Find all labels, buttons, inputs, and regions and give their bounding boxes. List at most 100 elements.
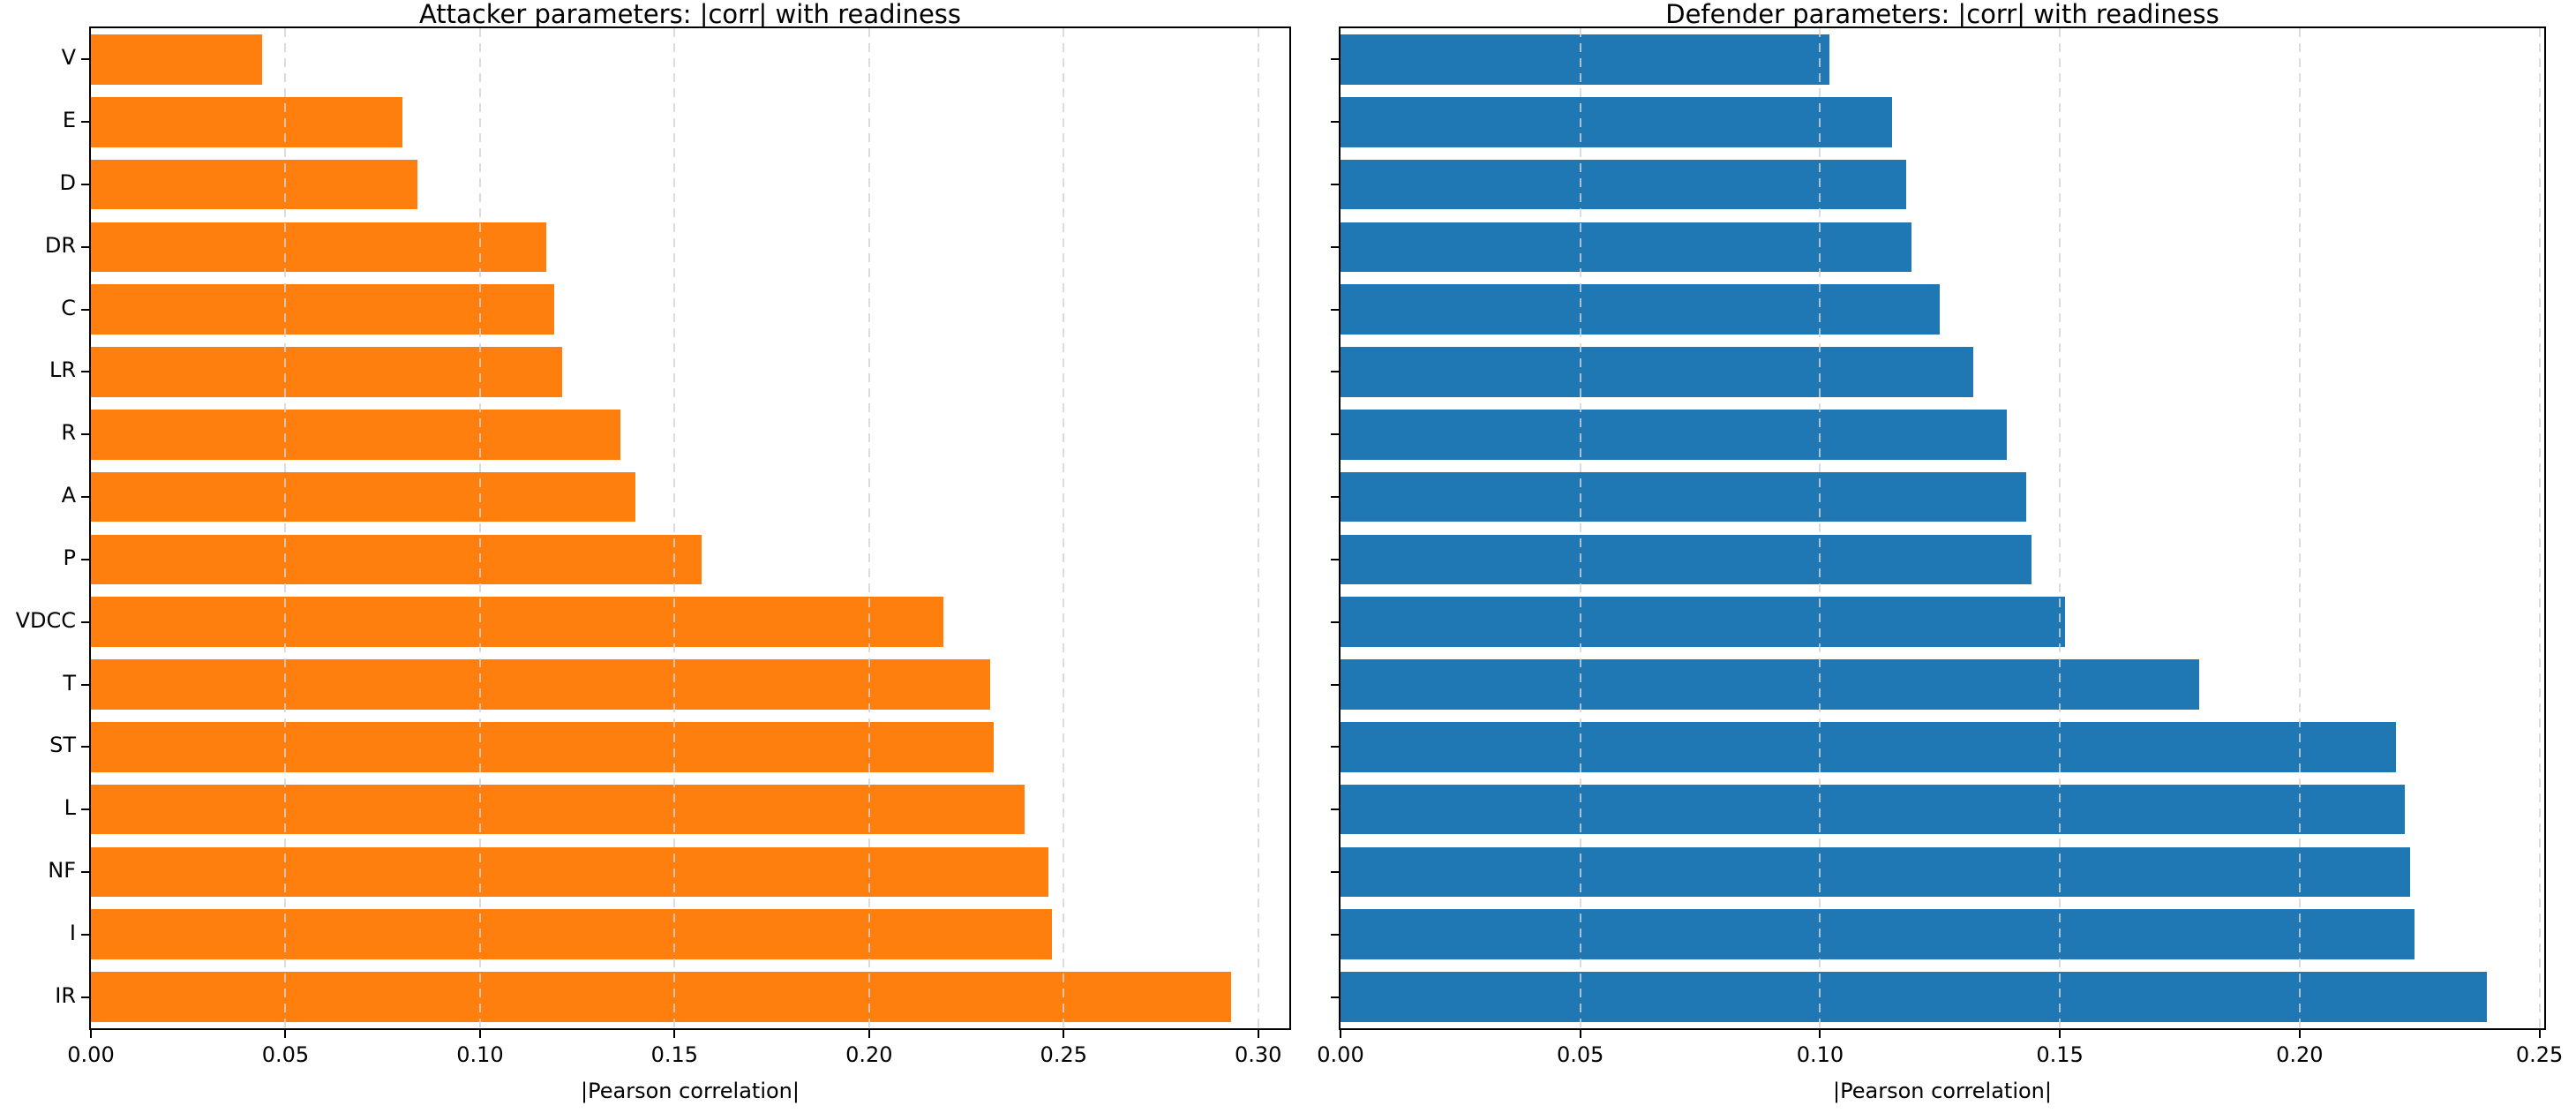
y-tick-row-12 — [1331, 746, 1339, 748]
x-tick-0.05 — [1579, 1030, 1581, 1038]
bar-row-10 — [1341, 597, 2065, 648]
bar-C — [91, 284, 554, 335]
x-tick-0.10 — [478, 1030, 481, 1038]
x-tick-label-0.05: 0.05 — [1556, 1042, 1604, 1067]
y-tick-P — [81, 558, 89, 560]
x-tick-label-0.30: 0.30 — [1235, 1042, 1282, 1067]
y-tick-row-6 — [1331, 371, 1339, 373]
gridline-0.20 — [867, 28, 870, 1028]
x-tick-0.20 — [867, 1030, 870, 1038]
gridline-0.25 — [1063, 28, 1065, 1028]
bar-row-1 — [1341, 34, 1830, 85]
y-tick-row-16 — [1331, 996, 1339, 998]
x-tick-label-0.10: 0.10 — [1796, 1042, 1844, 1067]
y-tick-V — [81, 58, 89, 61]
bar-row-11 — [1341, 659, 2199, 710]
x-tick-0.25 — [2538, 1030, 2541, 1038]
bar-VDCC — [91, 597, 943, 648]
y-tick-row-3 — [1331, 184, 1339, 186]
x-tick-0.00 — [1340, 1030, 1341, 1038]
y-tick-label-IR: IR — [55, 982, 76, 1008]
bar-row-6 — [1341, 347, 1974, 397]
x-tick-label-0.00: 0.00 — [67, 1042, 115, 1067]
y-tick-row-14 — [1331, 870, 1339, 873]
bar-row-16 — [1341, 972, 2487, 1022]
y-tick-label-L: L — [64, 795, 76, 821]
y-tick-row-5 — [1331, 308, 1339, 311]
bar-row-9 — [1341, 534, 2032, 585]
bar-NF — [91, 846, 1048, 898]
attacker-chart-title: Attacker parameters: |corr| with readine… — [418, 0, 962, 29]
gridline-0.30 — [1257, 28, 1259, 1028]
x-tick-label-0.25: 0.25 — [2515, 1042, 2564, 1067]
y-tick-NF — [81, 870, 89, 873]
bar-E — [91, 96, 402, 147]
y-tick-label-T: T — [63, 670, 76, 696]
bar-ST — [91, 722, 994, 772]
y-tick-row-15 — [1331, 933, 1339, 936]
y-tick-A — [81, 496, 89, 499]
bar-IR — [91, 972, 1231, 1022]
bar-row-14 — [1341, 846, 2410, 898]
y-tick-row-9 — [1331, 558, 1339, 560]
y-tick-label-DR: DR — [44, 232, 76, 258]
x-tick-label-0.20: 0.20 — [845, 1042, 893, 1067]
y-tick-R — [81, 433, 89, 436]
y-tick-L — [81, 808, 89, 811]
y-tick-label-LR: LR — [49, 357, 76, 383]
bar-T — [91, 659, 990, 710]
x-tick-0.00 — [90, 1030, 92, 1038]
x-tick-0.25 — [1063, 1030, 1065, 1038]
defender-plot-area — [1339, 26, 2546, 1030]
gridline-0.10 — [478, 28, 481, 1028]
y-tick-D — [81, 184, 89, 186]
bar-V — [91, 34, 262, 85]
gridline-0.10 — [1819, 28, 1821, 1028]
x-tick-label-0.10: 0.10 — [456, 1042, 504, 1067]
y-tick-label-NF: NF — [48, 857, 76, 883]
bar-row-15 — [1341, 909, 2415, 960]
x-tick-0.30 — [1257, 1030, 1259, 1038]
attacker-plot-area — [89, 26, 1291, 1030]
gridline-0.20 — [2298, 28, 2301, 1028]
bar-row-5 — [1341, 284, 1941, 335]
bar-row-4 — [1341, 222, 1911, 273]
attacker-x-axis-label: |Pearson correlation| — [581, 1079, 800, 1103]
y-tick-label-D: D — [59, 170, 76, 196]
y-tick-label-VDCC: VDCC — [15, 607, 76, 633]
x-tick-label-0.25: 0.25 — [1040, 1042, 1087, 1067]
y-tick-E — [81, 121, 89, 124]
y-tick-C — [81, 308, 89, 311]
x-tick-0.15 — [673, 1030, 676, 1038]
bar-row-3 — [1341, 159, 1907, 210]
defender-x-axis-label: |Pearson correlation| — [1833, 1079, 2052, 1103]
x-tick-label-0.15: 0.15 — [650, 1042, 699, 1067]
bar-R — [91, 409, 620, 460]
bar-row-2 — [1341, 96, 1892, 147]
y-tick-row-13 — [1331, 808, 1339, 811]
gridline-0.05 — [284, 28, 287, 1028]
x-tick-0.10 — [1819, 1030, 1821, 1038]
y-tick-label-E: E — [62, 108, 76, 133]
y-tick-row-1 — [1331, 58, 1339, 61]
bar-D — [91, 159, 418, 210]
y-tick-DR — [81, 245, 89, 248]
bar-P — [91, 534, 702, 585]
bar-row-7 — [1341, 409, 2008, 460]
x-tick-label-0.15: 0.15 — [2036, 1042, 2084, 1067]
x-tick-0.15 — [2059, 1030, 2062, 1038]
bar-I — [91, 909, 1053, 960]
y-tick-row-4 — [1331, 245, 1339, 248]
gridline-0.05 — [1579, 28, 1581, 1028]
y-tick-T — [81, 683, 89, 686]
y-tick-VDCC — [81, 620, 89, 623]
y-tick-label-V: V — [61, 45, 76, 71]
y-tick-row-8 — [1331, 496, 1339, 499]
bar-L — [91, 784, 1025, 835]
x-tick-0.20 — [2298, 1030, 2301, 1038]
y-tick-label-C: C — [61, 295, 76, 320]
bar-row-12 — [1341, 722, 2396, 772]
y-tick-IR — [81, 996, 89, 998]
y-tick-row-11 — [1331, 683, 1339, 686]
x-tick-label-0.05: 0.05 — [261, 1042, 310, 1067]
